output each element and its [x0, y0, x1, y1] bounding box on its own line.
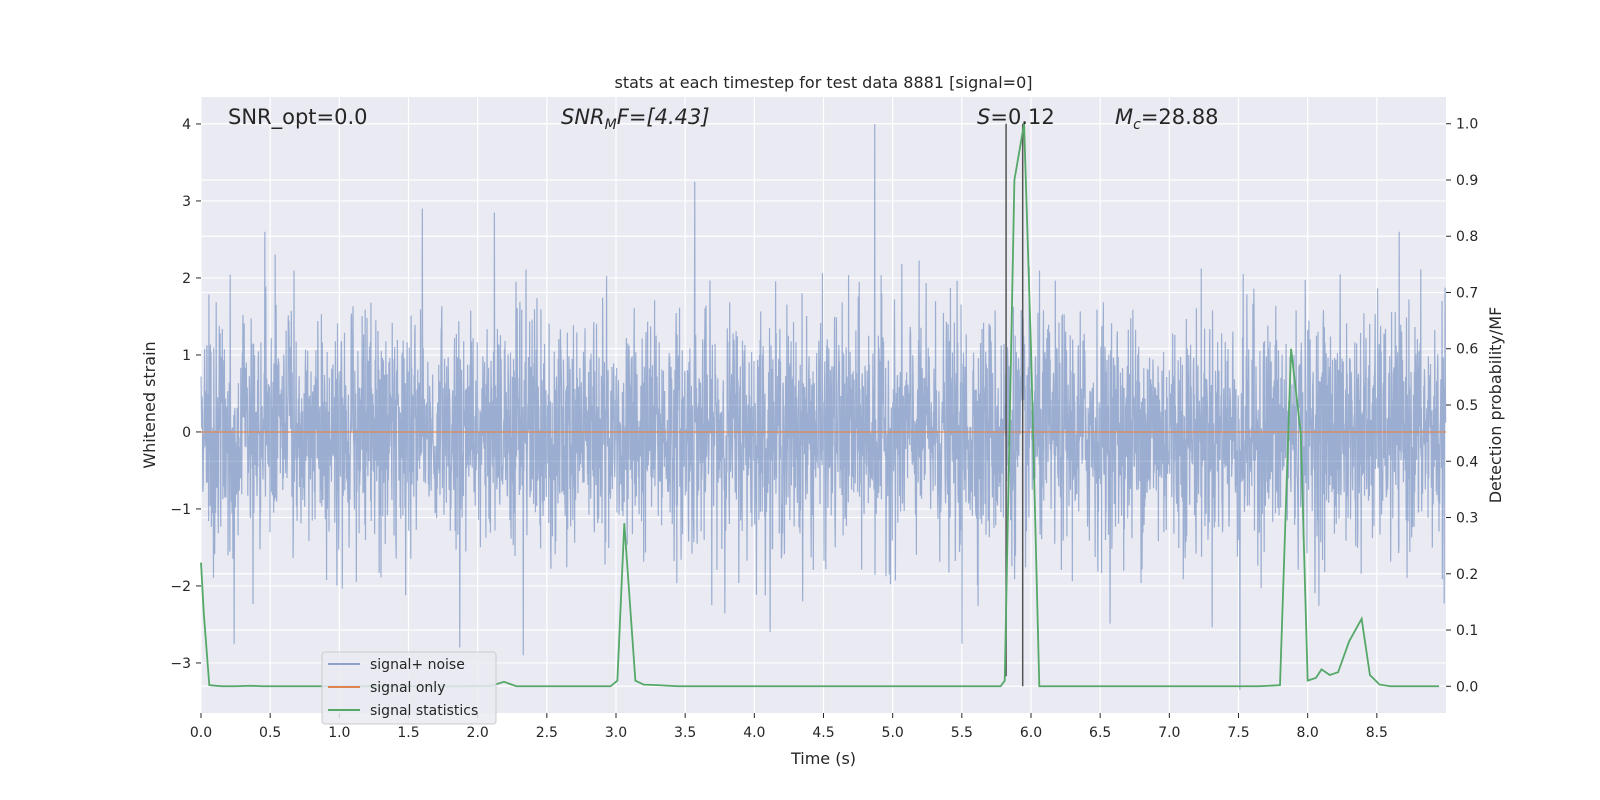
y-right-tick-label: 0.6	[1456, 342, 1478, 358]
x-tick-label: 5.0	[882, 725, 904, 741]
x-tick-label: 8.5	[1366, 725, 1388, 741]
y-right-tick-label: 0.7	[1456, 285, 1478, 301]
y-axis-left-label: Whitened strain	[140, 341, 159, 468]
series-signal-noise	[200, 123, 1447, 690]
x-tick-label: 2.0	[467, 725, 489, 741]
annotation-mc-prefix: M	[1115, 105, 1133, 129]
y-left-tick-label: 3	[182, 194, 191, 210]
y-right-tick-label: 0.9	[1456, 173, 1478, 189]
x-tick-label: 7.5	[1227, 725, 1249, 741]
y-right-tick-label: 0.2	[1456, 567, 1478, 583]
annotation-mc-sub: c	[1133, 117, 1141, 133]
annotation-snr-mf-prefix: SNR	[561, 105, 605, 129]
x-tick-label: 2.5	[536, 725, 558, 741]
y-left-tick-label: 1	[182, 348, 191, 364]
x-tick-label: 6.5	[1089, 725, 1111, 741]
x-tick-label: 3.5	[674, 725, 696, 741]
noise-line	[200, 123, 1447, 690]
x-tick-label: 0.5	[259, 725, 281, 741]
annotation-snr-mf: SNRMF=[4.43]	[561, 105, 710, 133]
x-tick-label: 8.0	[1297, 725, 1319, 741]
annotation-snr-mf-sub: M	[605, 117, 617, 133]
annotation-s-suffix: =0.12	[990, 105, 1054, 129]
tick-labels: 0.0 0.5 1.0 1.5 2.0 2.5 3.0 3.5 4.0 4.5 5.0 5.5 6.0 6…	[170, 117, 1478, 741]
y-right-tick-label: 0.0	[1456, 679, 1478, 695]
y-left-tick-label: 2	[182, 271, 191, 287]
x-tick-label: 6.0	[1020, 725, 1042, 741]
chart-title: stats at each timestep for test data 888…	[614, 73, 1032, 92]
legend: signal+ noise signal only signal statistic…	[321, 651, 497, 725]
annotation-mc: Mc=28.88	[1115, 105, 1219, 133]
annotation-mc-suffix: =28.88	[1141, 105, 1219, 129]
y-right-tick-label: 0.4	[1456, 454, 1478, 470]
annotation-s: S=0.12	[977, 105, 1055, 129]
x-tick-label: 3.0	[605, 725, 627, 741]
y-left-tick-label: 4	[182, 117, 191, 133]
y-right-tick-label: 0.1	[1456, 623, 1478, 639]
x-tick-label: 7.0	[1158, 725, 1180, 741]
x-tick-label: 4.5	[812, 725, 834, 741]
x-tick-label: 1.5	[397, 725, 419, 741]
annotation-snr-opt: SNR_opt=0.0	[228, 105, 368, 130]
y-left-tick-label: −3	[170, 656, 191, 672]
annotation-s-prefix: S	[977, 105, 990, 129]
x-tick-label: 5.5	[951, 725, 973, 741]
x-axis-label: Time (s)	[790, 749, 856, 768]
legend-label: signal statistics	[370, 703, 478, 719]
y-left-tick-label: −2	[170, 579, 191, 595]
legend-label: signal+ noise	[370, 657, 465, 673]
y-right-tick-label: 1.0	[1456, 117, 1478, 133]
y-left-tick-label: −1	[170, 502, 191, 518]
y-axis-right-label: Detection probability/MF	[1486, 307, 1505, 504]
annotation-snr-mf-suffix: F=[4.43]	[617, 105, 710, 129]
x-tick-label: 1.0	[328, 725, 350, 741]
y-left-tick-label: 0	[182, 425, 191, 441]
y-right-tick-label: 0.8	[1456, 229, 1478, 245]
x-tick-label: 0.0	[190, 725, 212, 741]
y-right-tick-label: 0.5	[1456, 398, 1478, 414]
legend-box	[321, 651, 497, 725]
legend-label: signal only	[370, 680, 445, 696]
x-tick-label: 4.0	[743, 725, 765, 741]
y-right-tick-label: 0.3	[1456, 511, 1478, 527]
